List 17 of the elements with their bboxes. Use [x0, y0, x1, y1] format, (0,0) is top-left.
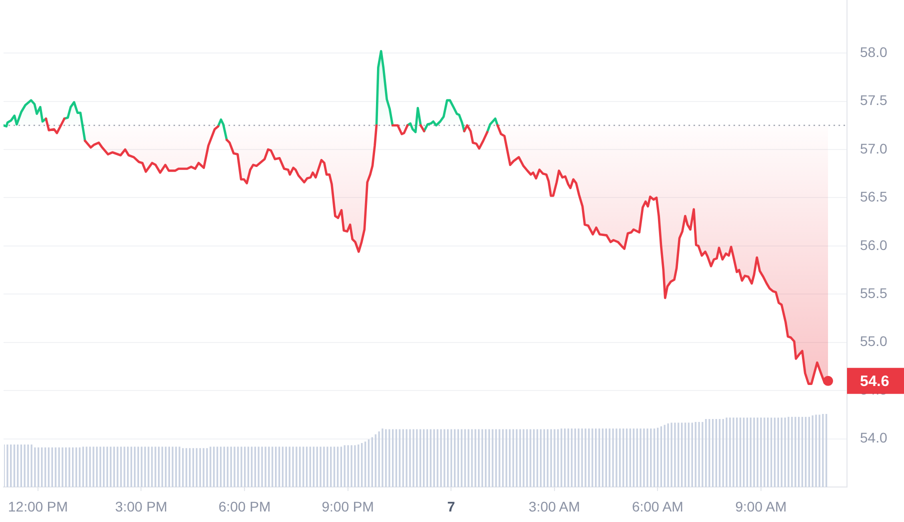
y-tick-label: 56.0 — [860, 236, 888, 253]
y-tick-label: 54.0 — [860, 430, 888, 446]
x-tick-label: 12:00 PM — [8, 498, 68, 514]
y-tick-label: 55.5 — [860, 284, 888, 301]
x-tick-label: 9:00 PM — [322, 498, 374, 514]
y-tick-label: 55.0 — [860, 333, 888, 350]
y-tick-label: 57.5 — [860, 92, 888, 108]
y-tick-label: 57.0 — [860, 140, 888, 156]
x-tick-label: 7 — [447, 498, 456, 514]
x-tick-label: 6:00 PM — [218, 498, 271, 514]
y-tick-label: 58.0 — [860, 44, 888, 60]
annotation: 54.6 — [860, 373, 890, 390]
x-tick-label: 3:00 AM — [528, 498, 580, 514]
y-tick-label: 56.5 — [860, 188, 888, 205]
x-tick-label: 6:00 AM — [632, 498, 684, 514]
x-tick-label: 9:00 AM — [735, 498, 787, 514]
x-tick-label: 3:00 PM — [115, 498, 168, 514]
